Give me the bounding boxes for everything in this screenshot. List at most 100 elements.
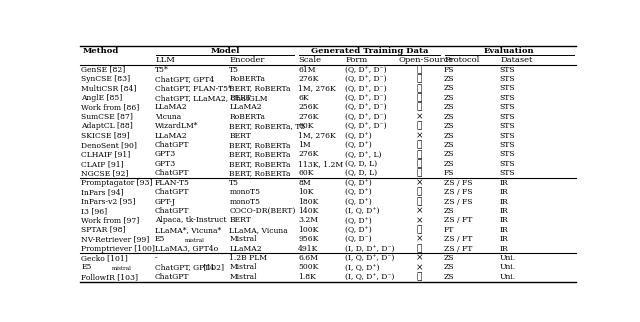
Text: (Q, D⁺, D⁻): (Q, D⁺, D⁻) xyxy=(346,84,387,92)
Text: ✓: ✓ xyxy=(417,65,422,74)
Text: ✓: ✓ xyxy=(417,272,422,281)
Text: ZS: ZS xyxy=(444,160,454,168)
Text: 500K: 500K xyxy=(298,263,319,271)
Text: ZS: ZS xyxy=(444,207,454,215)
Text: (Q, D⁺, D⁻): (Q, D⁺, D⁻) xyxy=(346,122,387,130)
Text: STS: STS xyxy=(500,103,515,111)
Text: Generated Training Data: Generated Training Data xyxy=(310,47,428,55)
Text: (Q, D⁺, D⁻): (Q, D⁺, D⁻) xyxy=(346,66,387,74)
Text: (Q, D⁺): (Q, D⁺) xyxy=(346,216,372,224)
Text: Dataset: Dataset xyxy=(500,56,532,64)
Text: 276K: 276K xyxy=(298,75,319,83)
Text: T5: T5 xyxy=(229,66,239,74)
Text: BERT: BERT xyxy=(229,132,251,139)
Text: FS: FS xyxy=(444,169,454,177)
Text: 256K: 256K xyxy=(298,103,319,111)
Text: ✓: ✓ xyxy=(417,150,422,159)
Text: IR: IR xyxy=(500,188,508,196)
Text: ZS: ZS xyxy=(444,84,454,92)
Text: STS: STS xyxy=(500,75,515,83)
Text: 1.8K: 1.8K xyxy=(298,273,316,281)
Text: LLM: LLM xyxy=(156,56,175,64)
Text: BERT, RoBERTa: BERT, RoBERTa xyxy=(229,169,291,177)
Text: AnglE [85]: AnglE [85] xyxy=(81,94,123,102)
Text: ZS / FS: ZS / FS xyxy=(444,197,472,205)
Text: Promptagator [93]: Promptagator [93] xyxy=(81,179,153,187)
Text: ZS: ZS xyxy=(444,94,454,102)
Text: ✓: ✓ xyxy=(417,188,422,197)
Text: (Q, D⁺, L): (Q, D⁺, L) xyxy=(346,150,382,158)
Text: ×: × xyxy=(415,263,423,272)
Text: ZS: ZS xyxy=(444,273,454,281)
Text: ZS: ZS xyxy=(444,254,454,262)
Text: 1M, 276K: 1M, 276K xyxy=(298,84,336,92)
Text: [102]: [102] xyxy=(201,263,224,271)
Text: monoT5: monoT5 xyxy=(229,197,260,205)
Text: GPT3: GPT3 xyxy=(155,150,176,158)
Text: (Q, D⁺, D⁻): (Q, D⁺, D⁻) xyxy=(346,75,387,83)
Text: IR: IR xyxy=(500,216,508,224)
Text: FLAN-T5: FLAN-T5 xyxy=(155,179,190,187)
Text: (Q, D⁺): (Q, D⁺) xyxy=(346,179,372,187)
Text: ZS: ZS xyxy=(444,103,454,111)
Text: IR: IR xyxy=(500,226,508,234)
Text: Work from [97]: Work from [97] xyxy=(81,216,140,224)
Text: (Q, D⁺): (Q, D⁺) xyxy=(346,226,372,234)
Text: ✓: ✓ xyxy=(417,169,422,178)
Text: Model: Model xyxy=(211,47,240,55)
Text: InPars-v2 [95]: InPars-v2 [95] xyxy=(81,197,136,205)
Text: GenSE [82]: GenSE [82] xyxy=(81,66,125,74)
Text: Vicuna: Vicuna xyxy=(155,113,181,121)
Text: WizardLM*: WizardLM* xyxy=(155,122,198,130)
Text: T5*: T5* xyxy=(155,66,169,74)
Text: (Q, D⁺, D⁻): (Q, D⁺, D⁻) xyxy=(346,103,387,111)
Text: ChatGPT, FLAN-T5*: ChatGPT, FLAN-T5* xyxy=(155,84,232,92)
Text: LLaMA3, GPT4o: LLaMA3, GPT4o xyxy=(155,245,218,253)
Text: ×: × xyxy=(415,235,423,244)
Text: (Q, D⁺): (Q, D⁺) xyxy=(346,141,372,149)
Text: ✓: ✓ xyxy=(417,197,422,206)
Text: LLaMA2: LLaMA2 xyxy=(155,103,188,111)
Text: FT: FT xyxy=(444,226,454,234)
Text: STS: STS xyxy=(500,94,515,102)
Text: ZS: ZS xyxy=(444,113,454,121)
Text: IR: IR xyxy=(500,245,508,253)
Text: ✓: ✓ xyxy=(417,75,422,83)
Text: ✓: ✓ xyxy=(417,159,422,168)
Text: ZS: ZS xyxy=(444,75,454,83)
Text: BERT, RoBERTa: BERT, RoBERTa xyxy=(229,160,291,168)
Text: E5: E5 xyxy=(155,235,165,243)
Text: ×: × xyxy=(415,112,423,121)
Text: 60K: 60K xyxy=(298,169,314,177)
Text: mistral: mistral xyxy=(111,266,131,271)
Text: AdaptCL [88]: AdaptCL [88] xyxy=(81,122,133,130)
Text: (I, Q, D⁺, D⁻): (I, Q, D⁺, D⁻) xyxy=(346,254,395,262)
Text: GPT-J: GPT-J xyxy=(155,197,176,205)
Text: ✓: ✓ xyxy=(417,122,422,131)
Text: Uni.: Uni. xyxy=(500,254,516,262)
Text: STS: STS xyxy=(500,160,515,168)
Text: Mistral: Mistral xyxy=(229,235,257,243)
Text: 6K: 6K xyxy=(298,94,309,102)
Text: ×: × xyxy=(415,206,423,215)
Text: ×: × xyxy=(415,131,423,140)
Text: COCO-DR(BERT): COCO-DR(BERT) xyxy=(229,207,296,215)
Text: Mistral: Mistral xyxy=(229,263,257,271)
Text: ZS: ZS xyxy=(444,150,454,158)
Text: BERT, RoBERTa: BERT, RoBERTa xyxy=(229,84,291,92)
Text: ✓: ✓ xyxy=(417,93,422,102)
Text: (Q, D, L): (Q, D, L) xyxy=(346,160,378,168)
Text: STS: STS xyxy=(500,141,515,149)
Text: 8M: 8M xyxy=(298,179,311,187)
Text: 276K: 276K xyxy=(298,150,319,158)
Text: Gecko [101]: Gecko [101] xyxy=(81,254,128,262)
Text: 491K: 491K xyxy=(298,245,319,253)
Text: 3.2M: 3.2M xyxy=(298,216,318,224)
Text: 1M: 1M xyxy=(298,141,311,149)
Text: IR: IR xyxy=(500,179,508,187)
Text: LLaMA, Vicuna: LLaMA, Vicuna xyxy=(229,226,288,234)
Text: SPTAR [98]: SPTAR [98] xyxy=(81,226,126,234)
Text: SKICSE [89]: SKICSE [89] xyxy=(81,132,130,139)
Text: monoT5: monoT5 xyxy=(229,188,260,196)
Text: ZS: ZS xyxy=(444,132,454,139)
